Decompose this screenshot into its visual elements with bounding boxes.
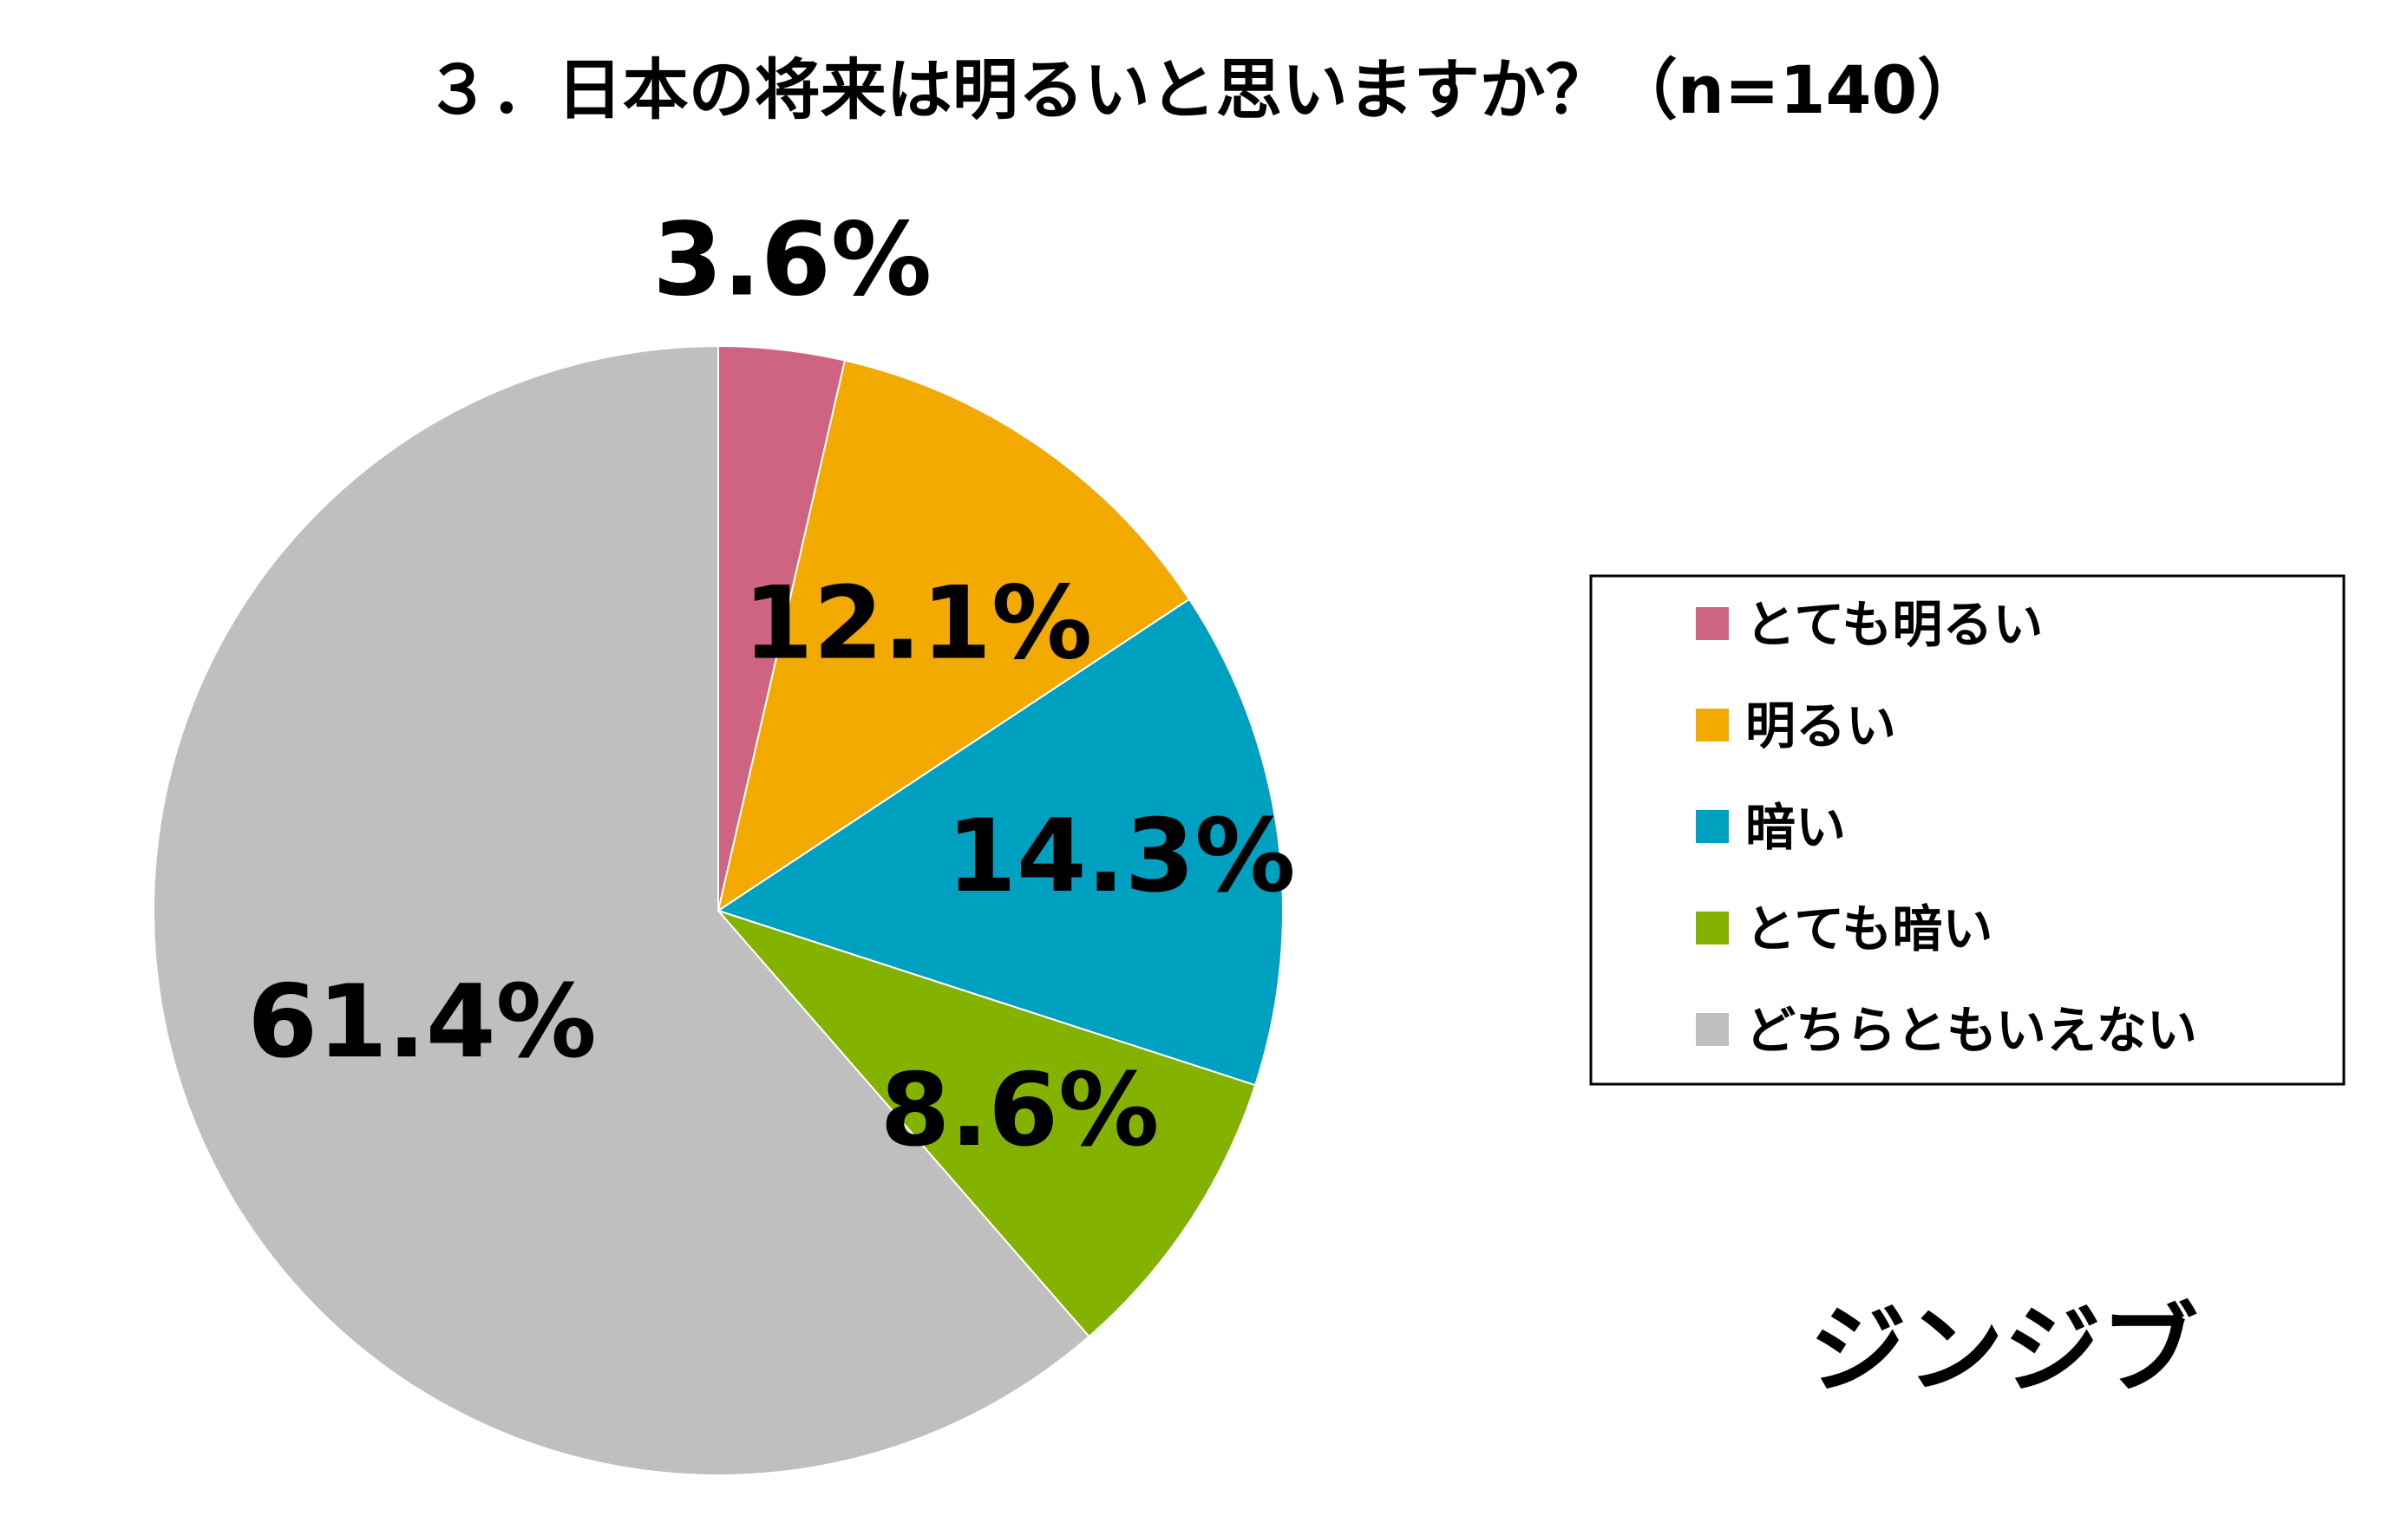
legend-label: とても暗い (1745, 899, 1992, 958)
legend-swatch (1696, 1013, 1729, 1046)
legend-label: 明るい (1745, 696, 1896, 755)
pie-data-label: 14.3% (946, 798, 1295, 915)
legend-label: どちらともいえない (1745, 1001, 2197, 1060)
jinjib-logo: ジンジブ (1809, 1294, 2198, 1407)
legend-swatch (1696, 607, 1729, 640)
legend-swatch (1696, 912, 1729, 945)
pie-data-label: 3.6% (652, 202, 932, 319)
pie-data-label: 12.1% (743, 565, 1092, 682)
pie-slice (153, 344, 1090, 1476)
legend-swatch (1696, 709, 1729, 742)
legend-label: 暗い (1745, 798, 1846, 857)
pie-slice (717, 359, 1191, 913)
pie-slice (716, 598, 1284, 1087)
pie-data-label: 61.4% (247, 964, 596, 1081)
pie-slice (715, 908, 1257, 1338)
pie-data-labels: 3.6% 12.1% 14.3% 8.6% 61.4% (247, 202, 1295, 1169)
legend-label: とても明るい (1745, 595, 2043, 654)
legend-swatch (1696, 810, 1729, 843)
chart-title: ３．日本の将来は明るいと思いますか？（n=140） (425, 51, 1983, 128)
pie-data-label: 8.6% (880, 1052, 1160, 1169)
pie-slices (153, 344, 1284, 1476)
